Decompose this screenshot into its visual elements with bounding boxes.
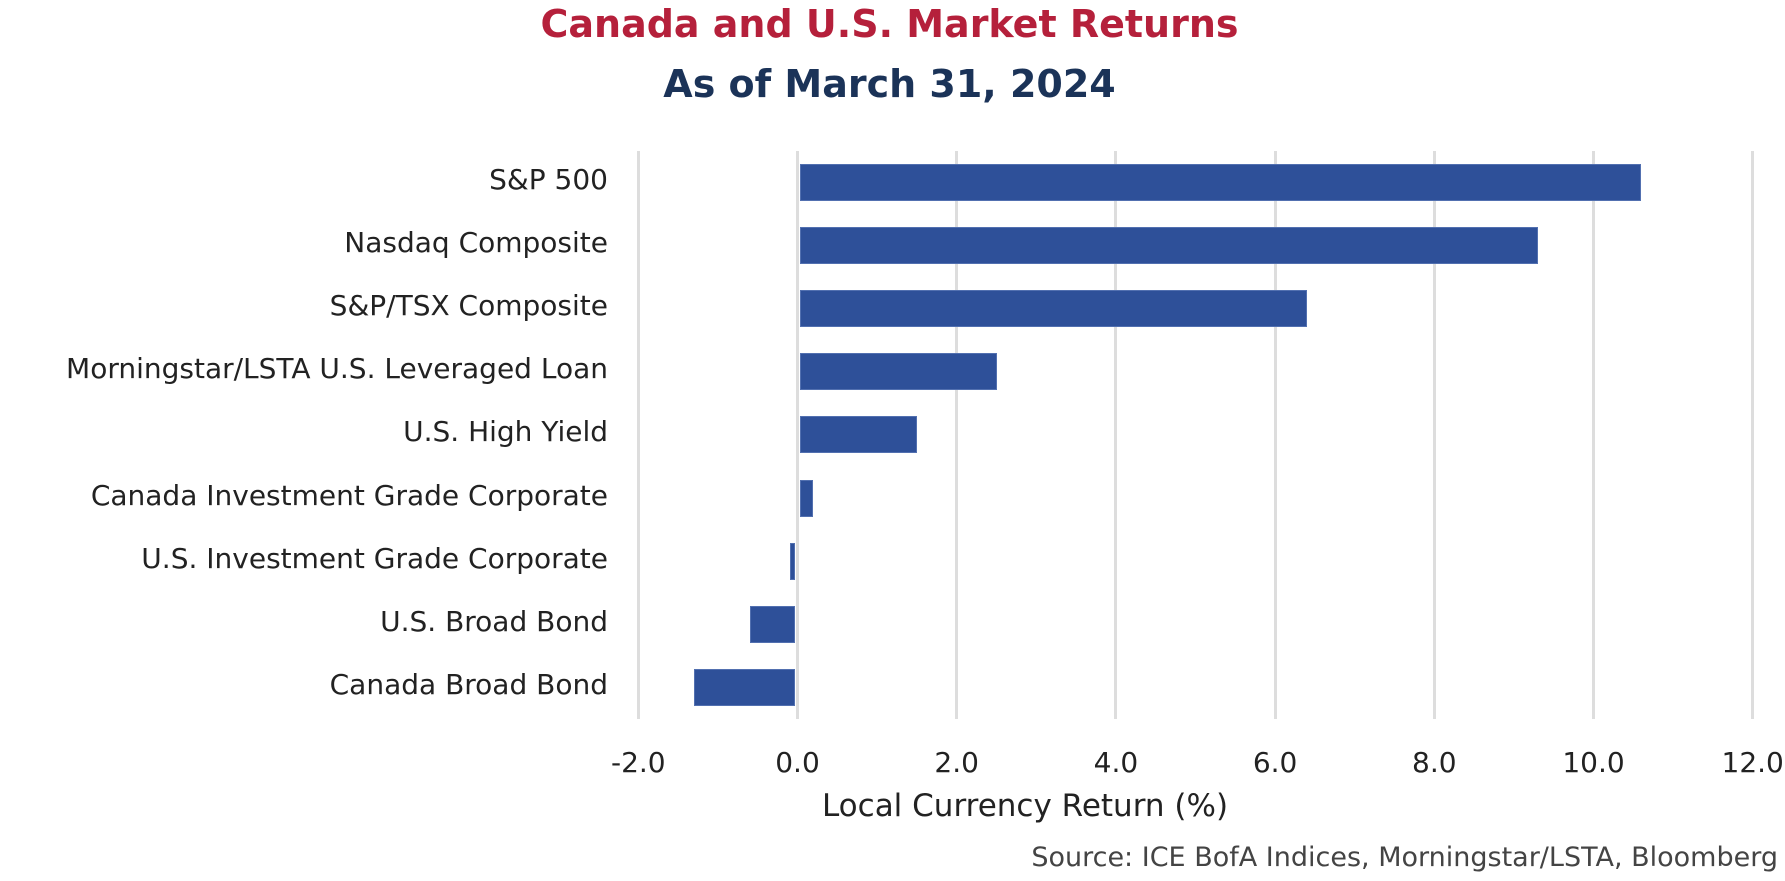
- bar: [799, 353, 997, 391]
- x-tick-label: 2.0: [934, 746, 979, 779]
- bar: [799, 164, 1642, 201]
- gridline: [1592, 151, 1595, 719]
- category-label: U.S. High Yield: [403, 415, 608, 449]
- bar: [799, 416, 917, 454]
- x-axis-title: Local Currency Return (%): [821, 788, 1229, 824]
- category-label: S&P/TSX Composite: [329, 289, 608, 323]
- chart-title: Canada and U.S. Market Returns: [540, 2, 1239, 46]
- category-label: Canada Broad Bond: [329, 667, 608, 701]
- category-label: U.S. Broad Bond: [380, 604, 608, 638]
- gridline: [1273, 151, 1277, 719]
- gridline: [1432, 151, 1436, 719]
- bar: [694, 668, 796, 706]
- bar: [799, 227, 1538, 265]
- x-tick-label: 4.0: [1093, 746, 1139, 779]
- x-tick-label: 6.0: [1252, 746, 1298, 779]
- category-label: Morningstar/LSTA U.S. Leveraged Loan: [66, 352, 608, 386]
- category-label: S&P 500: [489, 163, 608, 196]
- chart-subtitle: As of March 31, 2024: [663, 62, 1116, 106]
- bar: [799, 290, 1307, 328]
- x-tick-label: 12.0: [1721, 746, 1784, 779]
- gridline: [1751, 151, 1755, 719]
- x-tick-label: 0.0: [775, 746, 820, 779]
- bar: [749, 605, 796, 643]
- gridline: [636, 151, 640, 719]
- source-note: Source: ICE BofA Indices, Morningstar/LS…: [1031, 842, 1778, 873]
- category-label: Canada Investment Grade Corporate: [90, 478, 608, 512]
- gridline: [796, 151, 799, 719]
- bar: [789, 542, 796, 580]
- category-label: Nasdaq Composite: [344, 226, 608, 260]
- category-label: U.S. Investment Grade Corporate: [141, 541, 608, 575]
- gridline: [1114, 151, 1118, 719]
- x-tick-label: 8.0: [1412, 746, 1457, 779]
- gridline: [955, 151, 959, 719]
- x-tick-label: -2.0: [610, 746, 666, 779]
- x-tick-label: 10.0: [1562, 746, 1625, 779]
- bar: [799, 479, 814, 517]
